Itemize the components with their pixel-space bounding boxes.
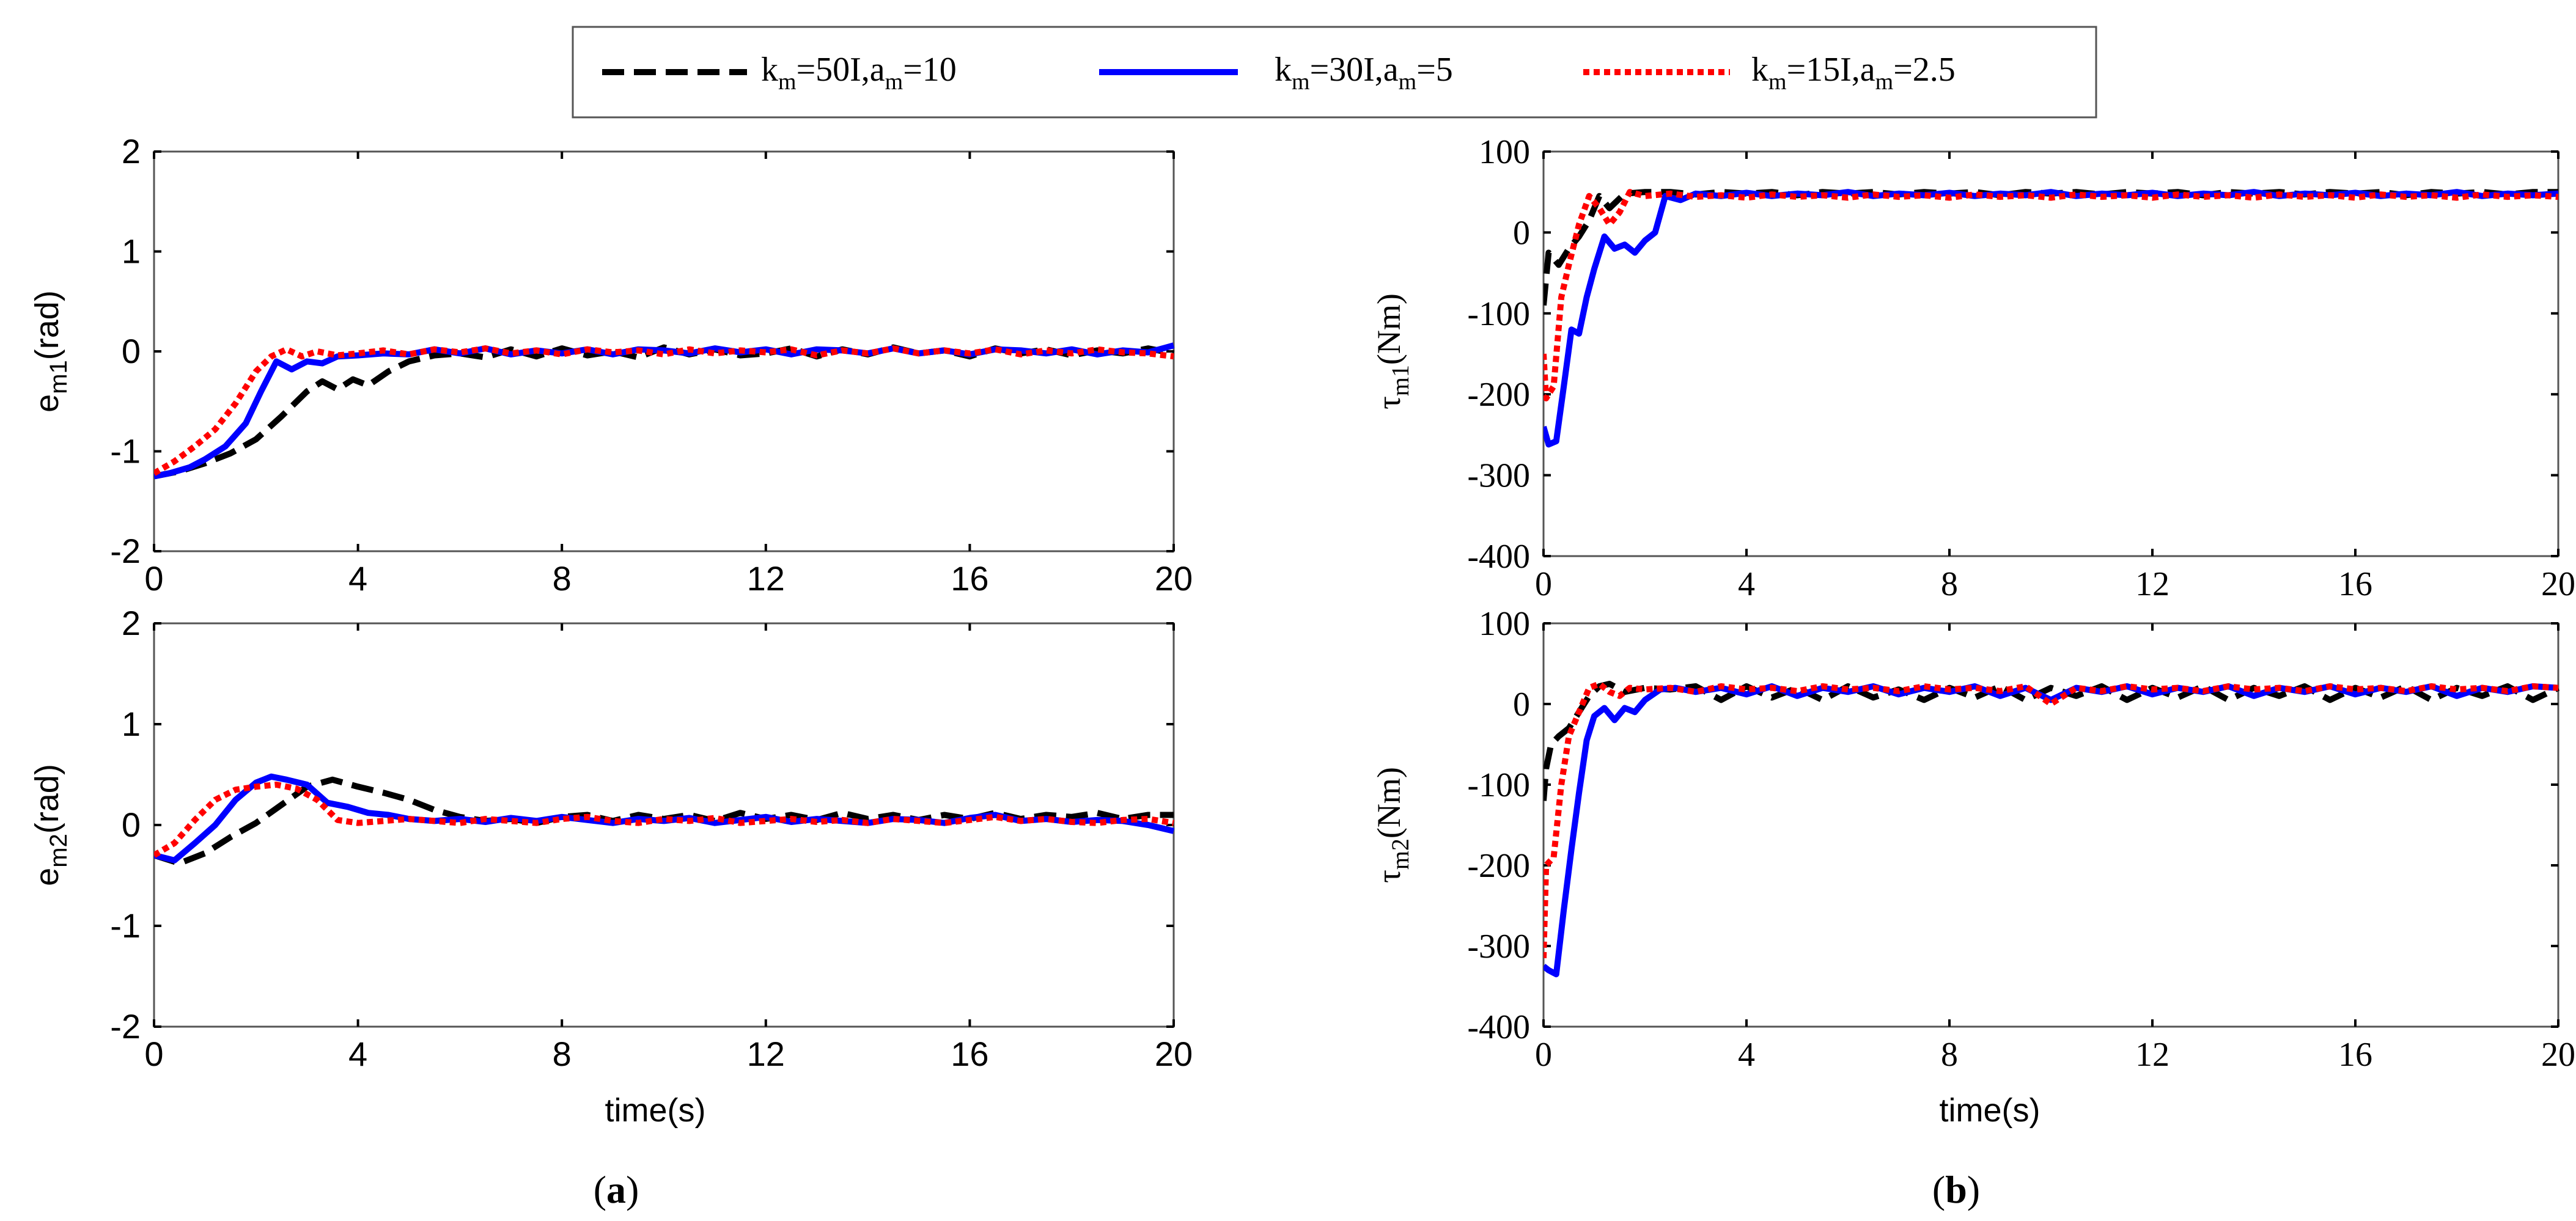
ytick-label-tm2: 100 [1479,605,1530,643]
xtick-label-tm2: 16 [2338,1036,2372,1074]
ylabel-tm2: τm2(Nm) [1371,767,1414,883]
xtick-label-em1: 4 [348,559,367,598]
xtick-label-em1: 8 [553,559,572,598]
ytick-label-tm1: -300 [1467,457,1530,495]
axes-frame-em2 [153,622,1175,1028]
panel-label-a: (a) [594,1168,639,1211]
series-line-tm1-k15 [1544,189,2559,402]
ytick-label-tm1: -200 [1467,376,1530,414]
xtick-label-tm2: 12 [2135,1036,2169,1074]
series-group-tm2 [1544,681,2560,978]
series-line-em1-k15 [154,345,1174,476]
ylabel-em1: em1(rad) [29,290,72,413]
xtick-label-em1: 20 [1155,559,1193,598]
ytick-label-tm1: -400 [1467,538,1530,576]
xtick-label-em2: 16 [951,1035,988,1073]
xtick-label-em1: 16 [951,559,988,598]
series-group-em2 [154,773,1175,867]
xtick-label-em2: 8 [553,1035,572,1073]
legend-box [572,26,2097,119]
legend: km=50I,am=10 km=30I,am=5 km=15I,am=2.5 [572,26,2097,119]
xtick-label-tm1: 4 [1738,565,1755,603]
xtick-label-tm2: 8 [1941,1036,1958,1074]
ytick-label-em1: 2 [122,132,141,170]
xtick-label-tm2: 0 [1535,1036,1552,1074]
ytick-label-tm2: 0 [1513,686,1530,724]
ylabel-tm1: τm1(Nm) [1371,293,1414,409]
xlabel-tm2: time(s) [1940,1092,2041,1129]
xtick-label-tm1: 12 [2135,565,2169,603]
xlabel-em2: time(s) [605,1092,706,1129]
ytick-label-em2: -2 [110,1007,141,1046]
ytick-label-tm2: -100 [1467,766,1530,804]
panel-label-b: (b) [1932,1168,1980,1211]
axes-frame-tm1 [1542,150,2559,557]
xtick-label-em1: 12 [747,559,785,598]
ytick-label-em2: 0 [122,805,141,844]
ytick-label-tm2: -400 [1467,1008,1530,1046]
ylabel-em2: em2(rad) [29,764,72,886]
legend-label-k30: km=30I,am=5 [1275,51,1453,95]
xtick-label-em2: 20 [1155,1035,1193,1073]
series-line-tm1-k30 [1544,189,2559,448]
ytick-label-tm1: 100 [1479,133,1530,171]
ytick-label-em2: 2 [122,604,141,642]
series-group-em1 [154,342,1175,480]
xtick-label-tm2: 20 [2541,1036,2575,1074]
ytick-label-tm1: -100 [1467,295,1530,333]
ytick-label-em1: 0 [122,332,141,370]
xtick-label-tm1: 16 [2338,565,2372,603]
ytick-label-tm2: -300 [1467,928,1530,966]
xtick-label-em2: 4 [348,1035,367,1073]
xtick-label-tm2: 4 [1738,1036,1755,1074]
ytick-label-em1: -1 [110,432,141,471]
ytick-label-em2: -1 [110,906,141,945]
ytick-label-tm1: 0 [1513,214,1530,252]
xtick-label-tm1: 20 [2541,565,2575,603]
xtick-label-tm1: 8 [1941,565,1958,603]
ytick-label-em2: 1 [122,705,141,743]
xtick-label-em1: 0 [144,559,163,598]
ytick-label-em1: 1 [122,232,141,271]
series-group-tm1 [1544,189,2559,448]
ytick-label-em1: -2 [110,532,141,570]
xtick-label-em2: 0 [144,1035,163,1073]
plot-tm1: 0 4 8 12 16 20 -400 -300 -200 -100 0 100 [1467,133,2575,603]
xtick-label-em2: 12 [747,1035,785,1073]
series-line-tm2-k15 [1544,681,2559,958]
xtick-label-tm1: 0 [1535,565,1552,603]
legend-label-k50: km=50I,am=10 [761,51,957,95]
legend-label-k15: km=15I,am=2.5 [1751,51,1956,95]
plot-tm2: 0 4 8 12 16 20 -400 -300 -200 -100 0 100 [1467,605,2575,1074]
ytick-label-tm2: -200 [1467,847,1530,885]
series-line-em2-k15 [154,782,1174,858]
